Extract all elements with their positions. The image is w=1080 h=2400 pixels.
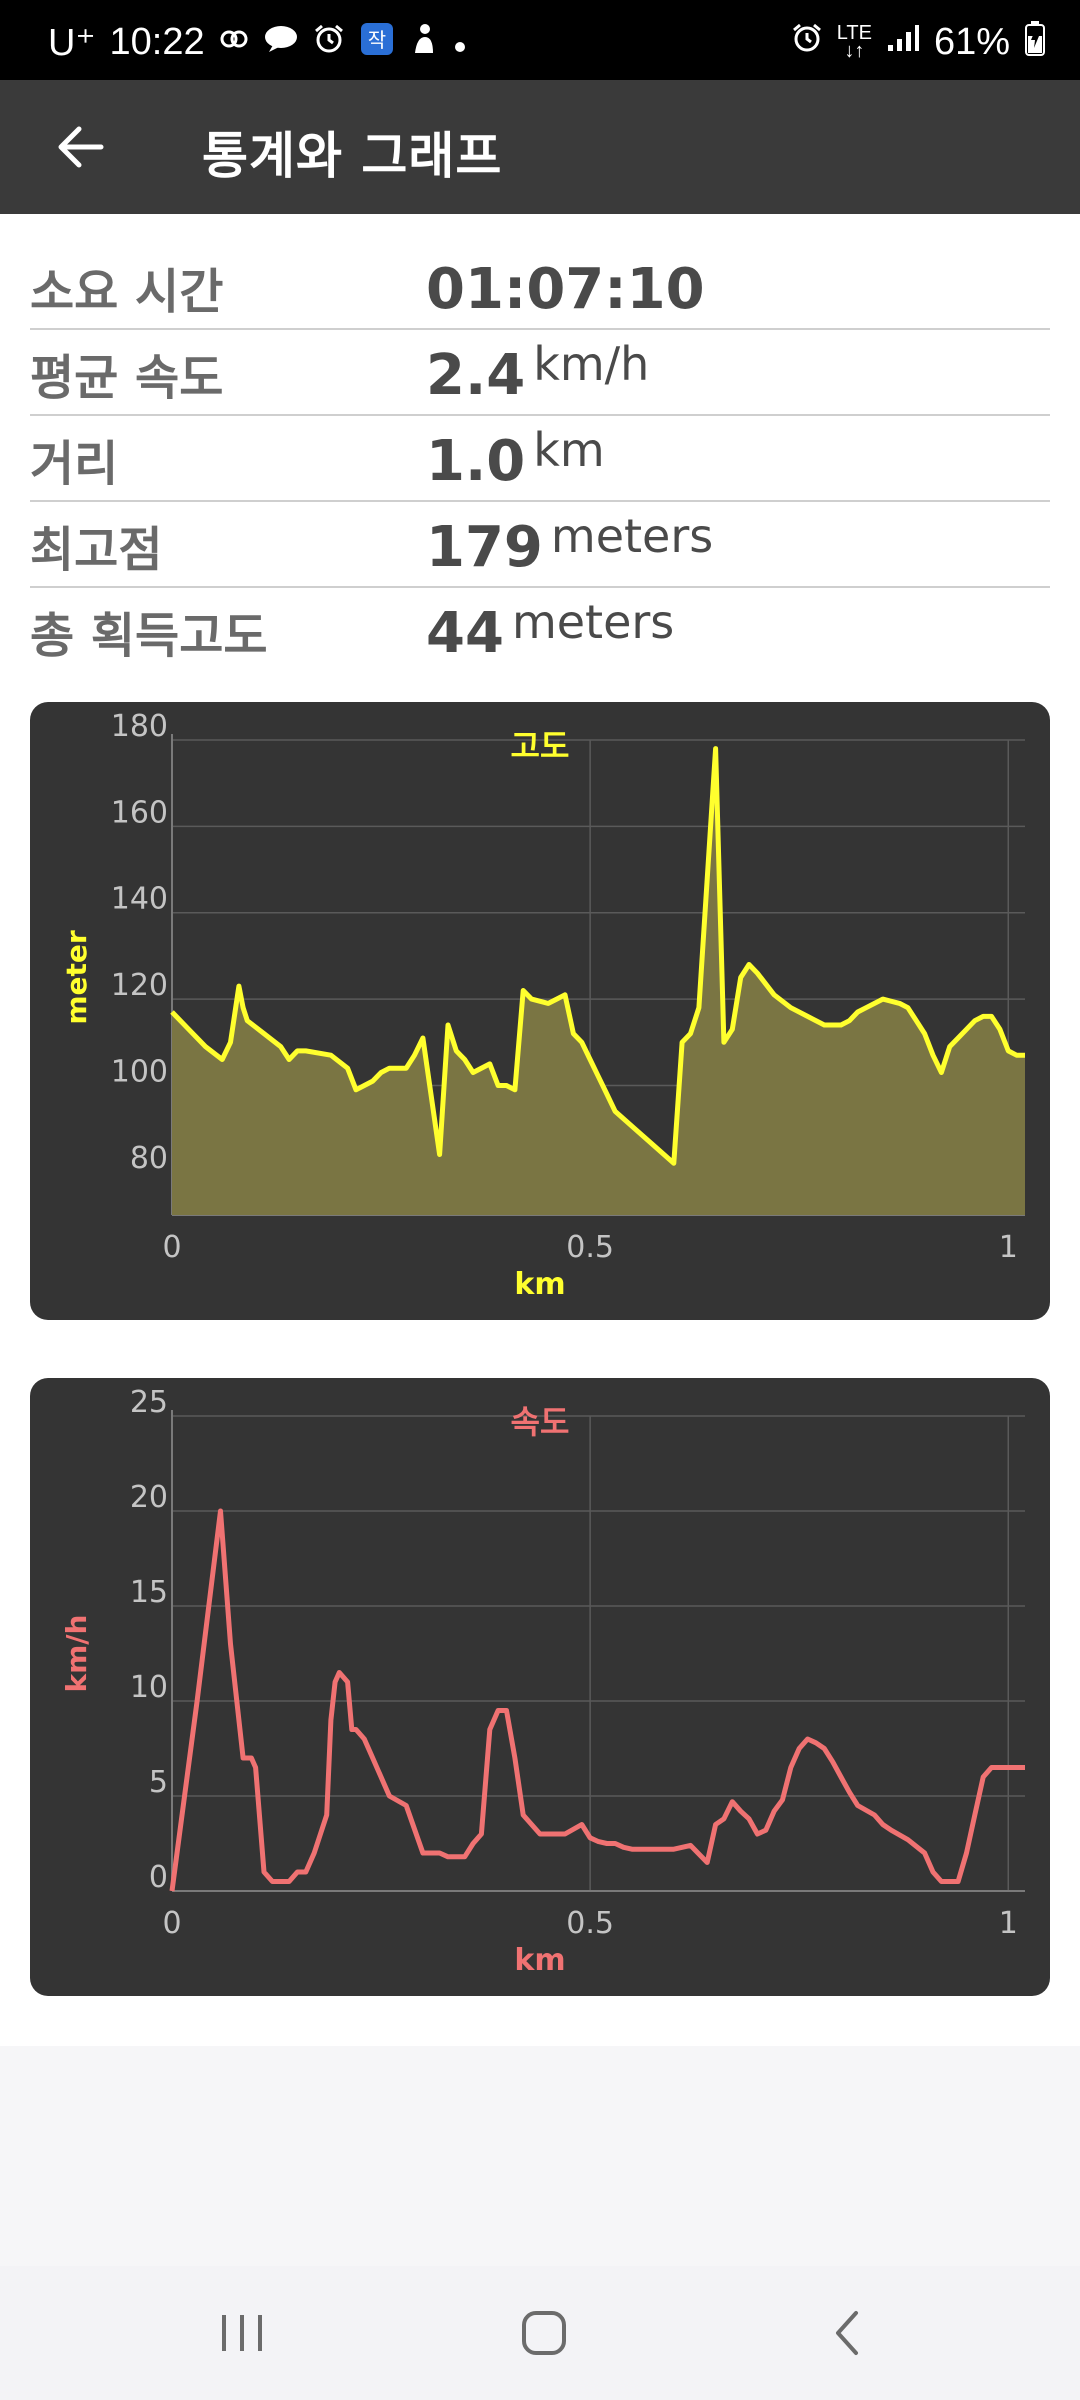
stat-number: 1.0	[426, 429, 526, 494]
stat-label: 총 획득고도	[30, 608, 268, 664]
y-tick-label: 140	[111, 882, 168, 917]
y-axis-label: meter	[60, 930, 93, 1025]
chat-bubble-icon	[263, 24, 299, 62]
app-badge-icon: 작	[359, 21, 395, 65]
altitude-chart: 80 100 120 140 160 180 0 0.5 1 고도 km meter	[30, 702, 1050, 1320]
stat-value: 01:07:10	[426, 257, 705, 322]
stat-unit: km	[533, 423, 605, 477]
stat-value: 44 meters	[426, 595, 674, 666]
status-bar: U⁺ 10:22 작 LTE ↓↑ 61%	[0, 0, 1080, 80]
clock: 10:22	[109, 21, 205, 63]
battery-label: 61%	[933, 20, 1010, 63]
speed-chart-svg: 0 5 10 15 20 25 0 0.5 1 속도 km km/h	[60, 1385, 1025, 1978]
stat-row-max-altitude: 최고점 179 meters	[30, 502, 1050, 588]
stat-unit: meters	[511, 595, 675, 649]
stat-value: 2.4 km/h	[426, 337, 649, 408]
x-tick-label: 1	[999, 1230, 1018, 1265]
y-tick-label: 80	[130, 1141, 168, 1176]
y-tick-label: 25	[130, 1385, 168, 1420]
recents-icon	[222, 2315, 262, 2351]
y-tick-label: 15	[130, 1575, 168, 1610]
svg-text:작: 작	[367, 28, 385, 52]
stat-label: 평균 속도	[30, 350, 224, 406]
y-tick-label: 100	[111, 1054, 168, 1089]
recents-button[interactable]	[162, 2266, 322, 2400]
stat-number: 44	[426, 601, 504, 666]
home-icon	[522, 2311, 566, 2355]
network-label: LTE	[836, 22, 872, 44]
y-tick-label: 180	[111, 709, 168, 744]
back-arrow-icon	[58, 126, 104, 168]
stat-label: 거리	[30, 436, 119, 492]
dot-icon	[453, 24, 467, 62]
x-tick-label: 0.5	[566, 1230, 614, 1265]
stat-unit: meters	[550, 509, 714, 563]
carrier-label: U⁺	[48, 22, 96, 64]
y-tick-label: 120	[111, 968, 168, 1003]
stats-content: 소요 시간 01:07:10 평균 속도 2.4 km/h 거리 1.0 km 최고…	[0, 214, 1080, 2046]
series-area	[172, 748, 1025, 1215]
y-tick-label: 10	[130, 1670, 168, 1705]
altitude-chart-svg: 80 100 120 140 160 180 0 0.5 1 고도 km meter	[60, 709, 1025, 1302]
y-tick-label: 0	[149, 1860, 168, 1895]
x-axis-label: km	[514, 1943, 565, 1978]
speed-chart: 0 5 10 15 20 25 0 0.5 1 속도 km km/h	[30, 1378, 1050, 1996]
x-tick-label: 0	[162, 1230, 181, 1265]
y-tick-label: 20	[130, 1480, 168, 1515]
page-title: 통계와 그래프	[202, 127, 503, 185]
signal-icon	[886, 23, 920, 61]
y-axis-label: km/h	[60, 1615, 93, 1693]
back-icon	[836, 2311, 858, 2355]
stat-row-elevation-gain: 총 획득고도 44 meters	[30, 588, 1050, 672]
stat-row-avg-speed: 평균 속도 2.4 km/h	[30, 330, 1050, 416]
navigation-bar	[0, 2266, 1080, 2400]
alarm-icon	[791, 22, 823, 62]
app-bar: 통계와 그래프	[0, 80, 1080, 214]
y-tick-label: 160	[111, 795, 168, 830]
chart-title: 고도	[511, 727, 570, 765]
series-line	[169, 1508, 1025, 1892]
stat-number: 2.4	[426, 343, 526, 408]
stat-label: 최고점	[30, 522, 163, 578]
stat-number: 01:07:10	[426, 257, 705, 322]
lte-icon: LTE ↓↑	[836, 22, 872, 62]
system-back-button[interactable]	[768, 2266, 928, 2400]
stat-number: 179	[426, 515, 543, 580]
series-line	[170, 746, 1025, 1166]
stat-value: 179 meters	[426, 509, 713, 580]
alarm-icon	[313, 23, 345, 63]
stat-row-distance: 거리 1.0 km	[30, 416, 1050, 502]
x-tick-label: 0.5	[566, 1906, 614, 1941]
stat-unit: km/h	[533, 337, 650, 391]
x-tick-label: 0	[162, 1906, 181, 1941]
chart-title: 속도	[511, 1403, 570, 1441]
x-axis-label: km	[514, 1267, 565, 1302]
back-button[interactable]	[40, 110, 120, 184]
x-tick-label: 1	[999, 1906, 1018, 1941]
battery-icon	[1024, 20, 1046, 64]
y-tick-label: 5	[149, 1765, 168, 1800]
figure-icon	[409, 23, 439, 63]
stat-row-duration: 소요 시간 01:07:10	[30, 244, 1050, 330]
home-button[interactable]	[464, 2266, 624, 2400]
stat-label: 소요 시간	[30, 264, 224, 320]
stat-value: 1.0 km	[426, 423, 605, 494]
link-icon	[219, 24, 249, 62]
